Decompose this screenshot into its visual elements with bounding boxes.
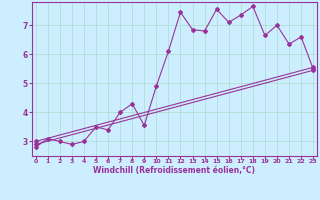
X-axis label: Windchill (Refroidissement éolien,°C): Windchill (Refroidissement éolien,°C) [93, 166, 255, 175]
